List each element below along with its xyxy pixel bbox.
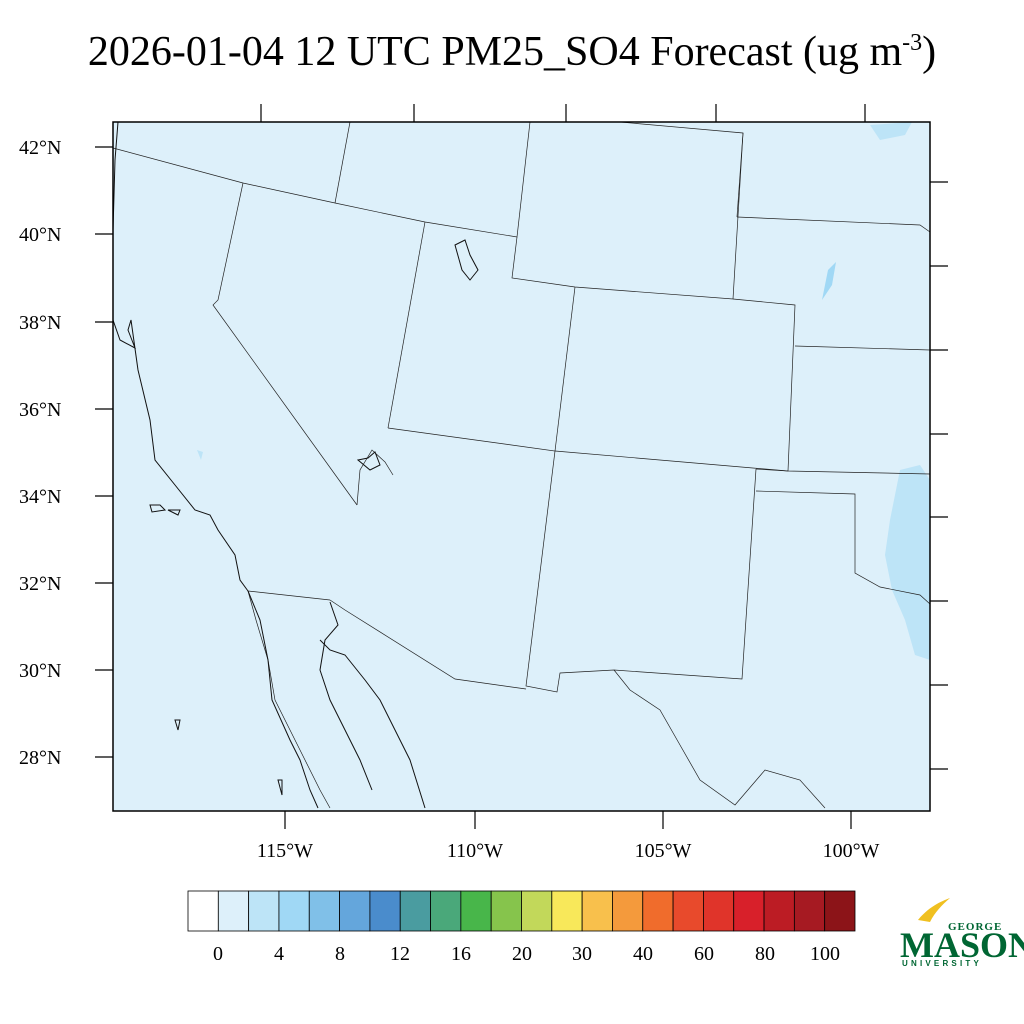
border-co-east bbox=[732, 298, 796, 472]
lat-label-28: 28°N bbox=[19, 747, 61, 769]
colorbar-box bbox=[187, 890, 219, 932]
state-borders bbox=[112, 121, 931, 809]
logo-line-university: UNIVERSITY bbox=[902, 959, 982, 968]
logo-swoosh bbox=[918, 898, 950, 922]
map-frame bbox=[112, 121, 931, 812]
logo-line-mason: MASON bbox=[900, 925, 1024, 965]
lat-label-32: 32°N bbox=[19, 573, 61, 595]
colorbar-box bbox=[672, 890, 704, 932]
lat-label-30: 30°N bbox=[19, 660, 61, 682]
lat-label-38: 38°N bbox=[19, 312, 61, 334]
colorbar-box bbox=[369, 890, 401, 932]
concentration-patches bbox=[197, 122, 930, 660]
border-az-mexico bbox=[329, 599, 527, 690]
lon-label-105: 105°W bbox=[635, 840, 692, 862]
tick-marks bbox=[95, 104, 948, 829]
colorbar-label-80: 80 bbox=[755, 943, 775, 965]
border-ca-nv bbox=[212, 182, 358, 506]
island-4 bbox=[277, 779, 283, 796]
colorbar-label-60: 60 bbox=[694, 943, 714, 965]
island-3 bbox=[174, 719, 181, 731]
border-co-ks-ne bbox=[554, 450, 931, 475]
island-1 bbox=[149, 504, 167, 513]
colorbar-box bbox=[248, 890, 280, 932]
colorbar-box bbox=[430, 890, 462, 932]
colorbar-label-30: 30 bbox=[572, 943, 592, 965]
colorbar-box bbox=[490, 890, 522, 932]
colorbar-box bbox=[339, 890, 371, 932]
border-nv-ut bbox=[387, 221, 426, 429]
border-colorado-river bbox=[356, 449, 394, 506]
map-background bbox=[113, 122, 930, 811]
lon-label-110: 110°W bbox=[447, 840, 503, 862]
lon-label-115: 115°W bbox=[257, 840, 313, 862]
colorbar-boxes bbox=[187, 890, 856, 932]
colorbar-box bbox=[521, 890, 553, 932]
colorbar-box bbox=[642, 890, 674, 932]
colorbar-box bbox=[581, 890, 613, 932]
colorbar-box bbox=[217, 890, 250, 932]
gulf-of-california-east bbox=[319, 639, 426, 809]
border-or-north bbox=[112, 121, 531, 238]
map-title: 2026-01-04 12 UTC PM25_SO4 Forecast (ug … bbox=[0, 28, 1024, 76]
baja-peninsula-east bbox=[319, 601, 373, 791]
lat-label-34: 34°N bbox=[19, 486, 61, 508]
border-baja bbox=[247, 590, 331, 809]
colorbar-box bbox=[460, 890, 492, 932]
colorbar-label-12: 12 bbox=[390, 943, 410, 965]
lat-label-42: 42°N bbox=[19, 137, 61, 159]
colorbar-label-0: 0 bbox=[213, 943, 223, 965]
border-rio-grande bbox=[613, 669, 826, 809]
colorbar-labels: 0 4 8 12 16 20 30 40 60 80 100 bbox=[213, 943, 840, 965]
colorbar-label-100: 100 bbox=[810, 943, 840, 965]
colorbar-label-16: 16 bbox=[451, 943, 471, 965]
lake-mead bbox=[356, 451, 381, 471]
border-wy-south bbox=[511, 121, 744, 300]
map-panel: 42°N 40°N 38°N 36°N 34°N 32°N 30°N 28°N … bbox=[19, 104, 948, 862]
colorbar-label-40: 40 bbox=[633, 943, 653, 965]
colorbar-box bbox=[399, 890, 431, 932]
border-co-ut bbox=[554, 286, 576, 452]
latitude-labels: 42°N 40°N 38°N 36°N 34°N 32°N 30°N 28°N bbox=[19, 137, 61, 769]
title-superscript: -3 bbox=[902, 30, 923, 56]
colorbar-box bbox=[763, 890, 795, 932]
border-nd-sd bbox=[736, 132, 744, 218]
border-az-nm bbox=[387, 427, 757, 693]
border-ok-tx bbox=[755, 490, 931, 605]
colorbar-box bbox=[824, 890, 856, 932]
lon-label-100: 100°W bbox=[823, 840, 880, 862]
colorbar-box bbox=[733, 890, 765, 932]
colorbar-box bbox=[793, 890, 826, 932]
colorbar: 0 4 8 12 16 20 30 40 60 80 100 bbox=[187, 890, 856, 965]
longitude-labels: 115°W 110°W 105°W 100°W bbox=[257, 840, 880, 862]
border-ca-mexico bbox=[247, 590, 331, 601]
great-salt-lake bbox=[454, 239, 479, 281]
logo-line-george: GEORGE bbox=[948, 921, 1002, 933]
colorbar-box bbox=[612, 890, 644, 932]
border-ne-ks bbox=[794, 345, 931, 351]
colorbar-box bbox=[308, 890, 340, 932]
lat-label-40: 40°N bbox=[19, 224, 61, 246]
lat-label-36: 36°N bbox=[19, 399, 61, 421]
title-close: ) bbox=[922, 29, 937, 75]
colorbar-label-8: 8 bbox=[335, 943, 345, 965]
baja-peninsula-west bbox=[247, 590, 319, 809]
colorbar-label-4: 4 bbox=[274, 943, 284, 965]
colorbar-box bbox=[551, 890, 583, 932]
colorbar-box bbox=[703, 890, 735, 932]
island-2 bbox=[167, 509, 181, 516]
colorbar-label-20: 20 bbox=[512, 943, 532, 965]
border-sd-ne bbox=[736, 216, 931, 233]
title-main: 2026-01-04 12 UTC PM25_SO4 Forecast (ug … bbox=[87, 29, 903, 75]
border-id-wy bbox=[334, 121, 351, 204]
colorbar-box bbox=[278, 890, 310, 932]
gmu-logo: GEORGE MASON UNIVERSITY bbox=[900, 898, 1024, 968]
